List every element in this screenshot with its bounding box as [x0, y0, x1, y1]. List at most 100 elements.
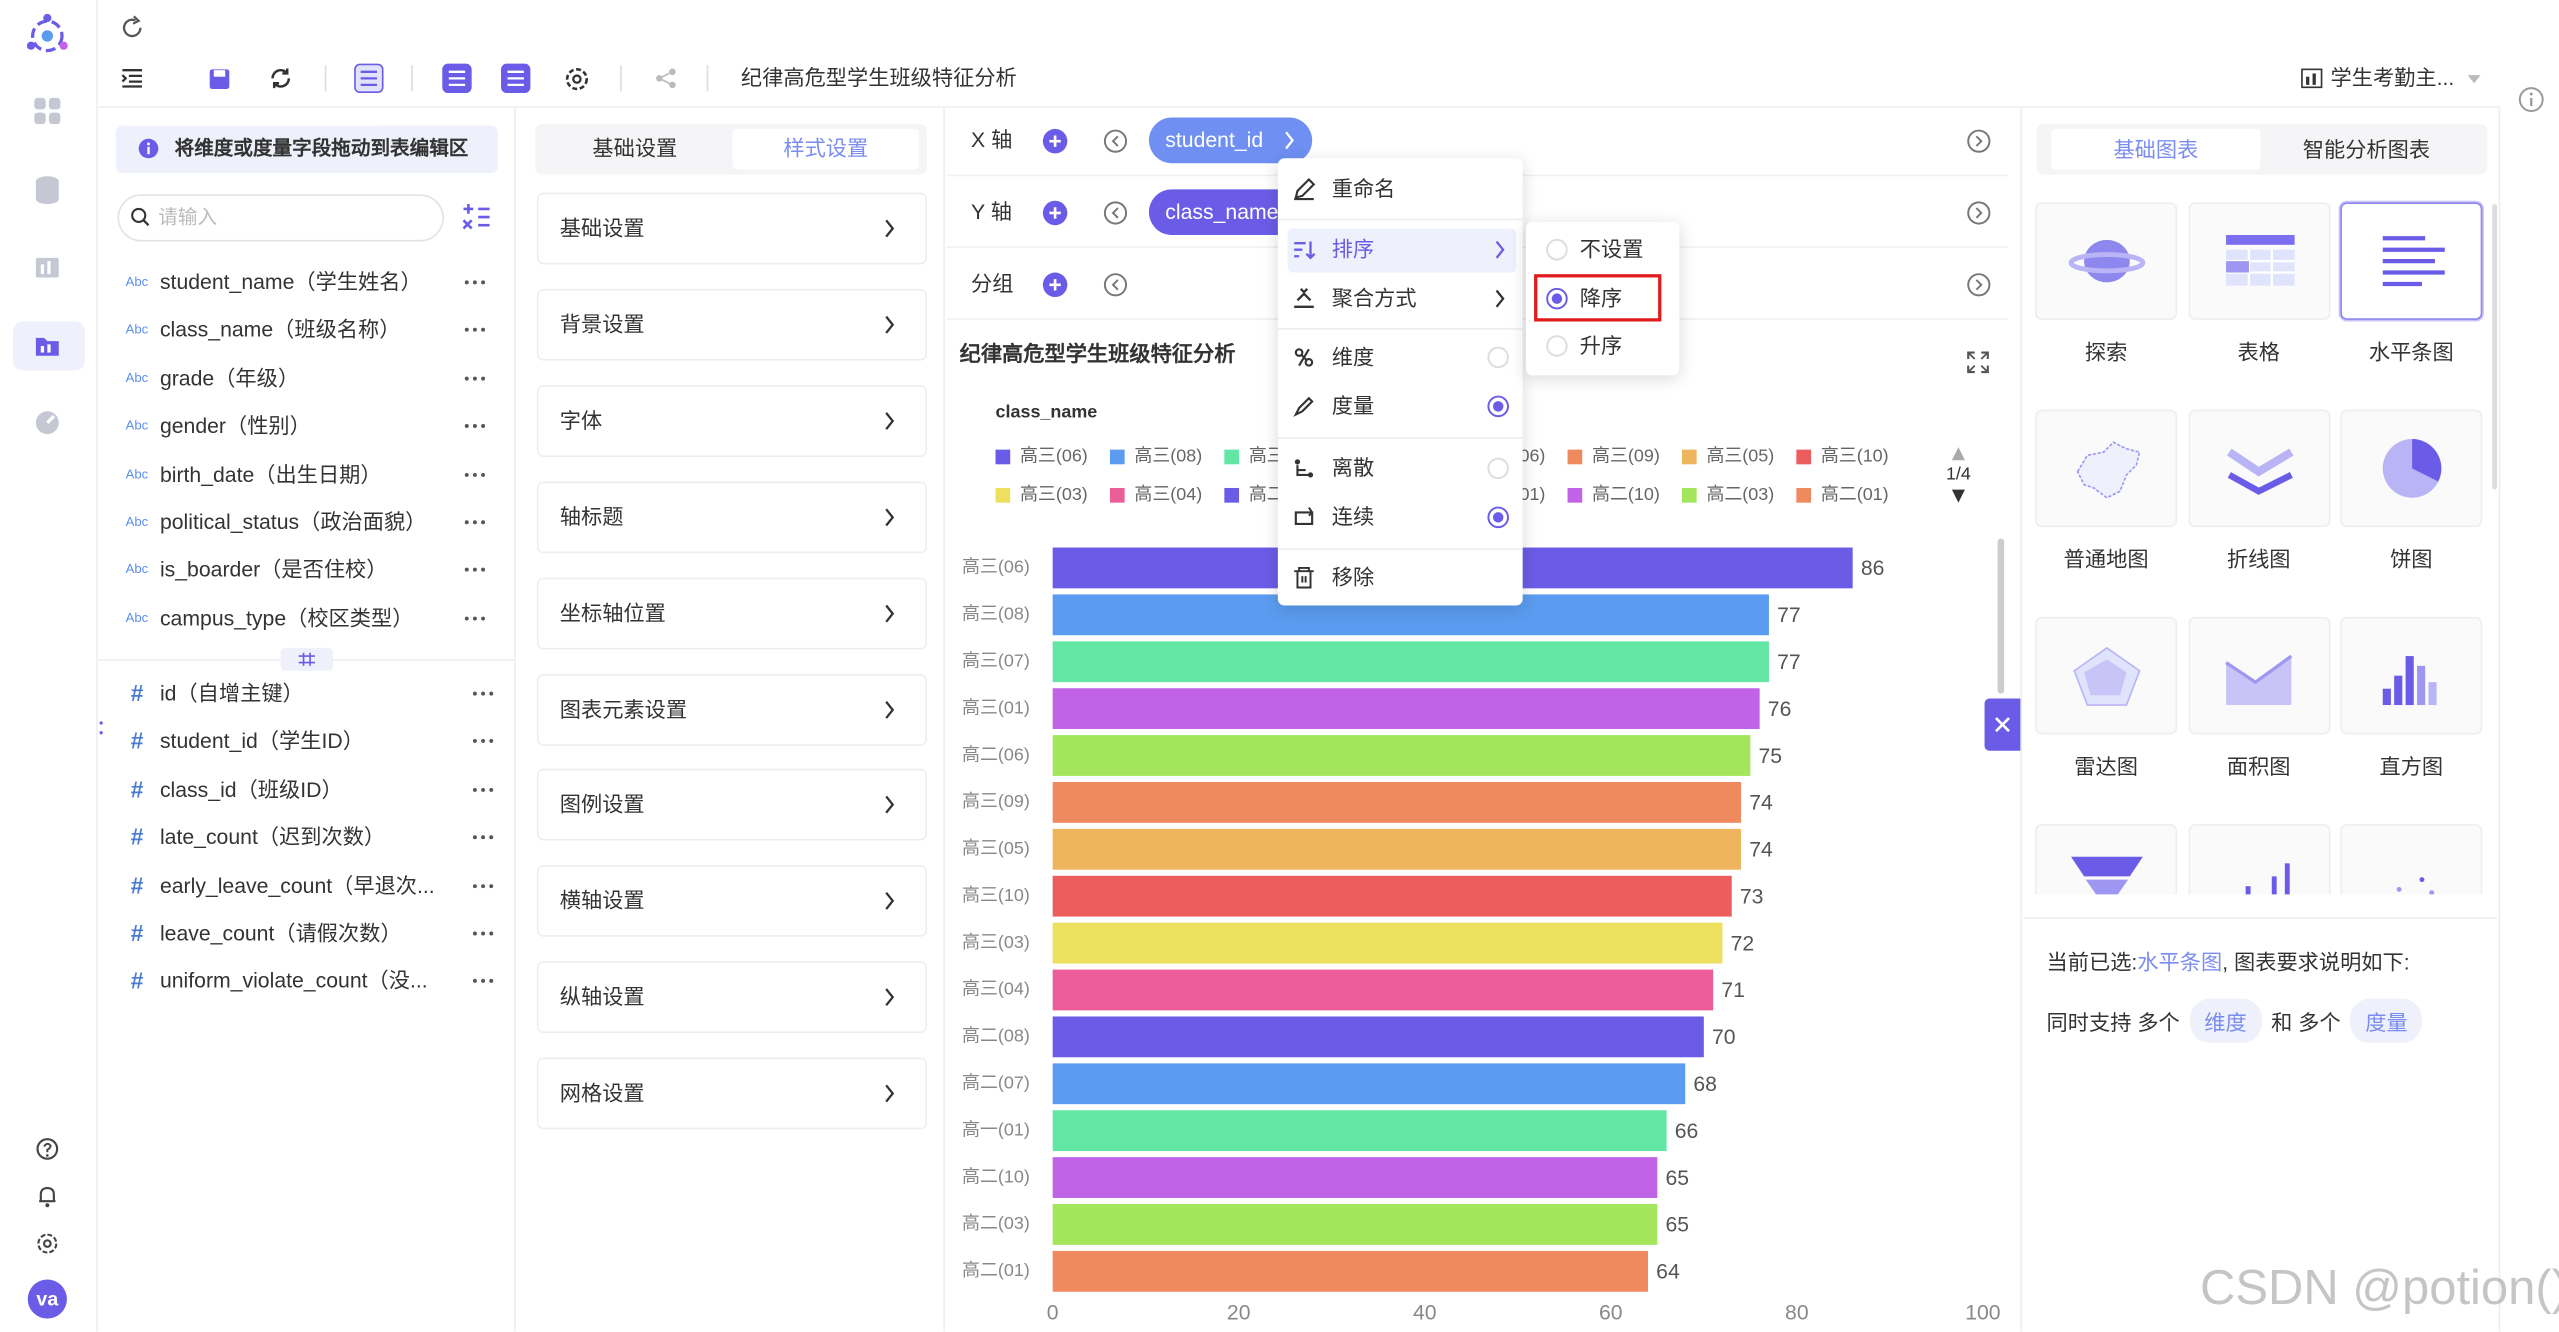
sort-option[interactable]: 升序 [1579, 333, 1623, 358]
measure-field[interactable]: uniform_violate_count（没... [159, 968, 428, 994]
dimension-field[interactable]: gender（性别） [159, 413, 311, 439]
fields-panel [98, 107, 516, 1332]
menu-item[interactable]: 移除 [1331, 565, 1375, 590]
settings-item[interactable] [536, 673, 927, 746]
chart-type-tile[interactable] [2187, 824, 2330, 895]
icon-shape [464, 424, 469, 429]
description-line: 当前已选: 水平条图, 图表要求说明如下: [2047, 943, 2488, 976]
dimension-field[interactable]: grade（年级） [159, 365, 300, 391]
icon-shape [2530, 97, 2533, 107]
bar [1052, 828, 1742, 870]
menu-item-icon [1294, 241, 1316, 260]
settings-item[interactable] [536, 288, 927, 361]
icon-shape [472, 280, 477, 285]
chart-type-tile[interactable] [2187, 616, 2330, 735]
chart-type-tile[interactable] [2340, 824, 2483, 895]
bar [1052, 1157, 1658, 1198]
more-icon [464, 568, 486, 573]
highlight-box [1534, 273, 1662, 321]
field-pill[interactable]: student_id [1148, 117, 1313, 164]
requirement-line: 同时支持 多个 维度和 多个 度量 [2047, 997, 2488, 1043]
more-icon [464, 472, 486, 477]
menu-item[interactable]: 维度 [1331, 344, 1375, 370]
y-tick-label: 高二(10) [962, 1166, 1030, 1186]
icon-shape [360, 70, 377, 87]
icon-shape [147, 146, 150, 155]
settings-item[interactable] [536, 769, 927, 842]
measure-field[interactable]: early_leave_count（早退次... [159, 872, 435, 898]
context-menu: 重命名排序聚合方式维度度量离散连续移除 [1277, 158, 1523, 606]
settings-item[interactable] [536, 1057, 927, 1130]
menu-item[interactable]: 排序 [1331, 236, 1375, 262]
icon-shape [131, 207, 147, 224]
icon-shape [571, 73, 581, 84]
icon-shape [1293, 396, 1314, 417]
chart-type-label: 饼图 [2390, 547, 2433, 572]
active-tab-bg [732, 128, 919, 170]
chevron-icon [885, 796, 895, 815]
settings-item[interactable] [536, 961, 927, 1034]
menu-item[interactable]: 度量 [1331, 393, 1375, 419]
settings-item[interactable] [536, 577, 927, 649]
icon-shape [99, 721, 103, 725]
close-panel-button[interactable] [1984, 698, 2021, 751]
dimension-field[interactable]: student_name（学生姓名） [159, 269, 422, 295]
legend-label: 高三(10) [1821, 446, 1889, 466]
legend-swatch [1567, 487, 1583, 503]
icon-shape [121, 69, 142, 88]
icon-shape [462, 204, 490, 230]
measure-field[interactable]: class_id（班级ID） [159, 776, 343, 802]
dimension-field[interactable]: birth_date（出生日期） [159, 461, 382, 487]
icon-shape [40, 264, 45, 275]
settings-tab[interactable]: 基础设置 [592, 135, 678, 161]
menu-item[interactable]: 聚合方式 [1331, 285, 1417, 311]
icon-shape [885, 892, 895, 911]
icon-shape [2271, 876, 2277, 895]
search-icon [131, 207, 150, 227]
dimension-field[interactable]: class_name（班级名称） [159, 317, 401, 343]
icon-shape [1298, 348, 1310, 367]
measure-field[interactable]: leave_count（请假次数） [159, 920, 402, 946]
dimension-field[interactable]: is_boarder（是否住校） [159, 557, 388, 582]
icon-shape [39, 1187, 56, 1203]
menu-item[interactable]: 重命名 [1331, 176, 1396, 202]
settings-item[interactable] [536, 192, 927, 265]
field-type-tag: Abc [125, 274, 149, 290]
sort-option[interactable]: 不设置 [1579, 236, 1644, 262]
icon-shape [1294, 511, 1314, 525]
icon-shape [2381, 688, 2391, 706]
icon-shape [464, 328, 469, 333]
y-tick-label: 高二(03) [962, 1213, 1030, 1233]
more-icon [472, 739, 494, 744]
settings-item-label: 轴标题 [559, 504, 624, 529]
description-text[interactable]: 水平条图 [2137, 949, 2223, 974]
settings-item[interactable] [536, 865, 927, 938]
chart-type-tab[interactable]: 基础图表 [2113, 137, 2199, 162]
chart-type-icon [2395, 877, 2434, 895]
menu-divider [1277, 437, 1523, 440]
menu-item-icon [1294, 288, 1314, 308]
icon-shape [2226, 249, 2295, 286]
settings-item[interactable] [536, 480, 927, 553]
settings-item[interactable] [536, 384, 927, 457]
menu-item[interactable]: 离散 [1331, 455, 1375, 481]
legend-swatch [1681, 449, 1697, 465]
icon-shape [2311, 73, 2316, 85]
dimension-field[interactable]: campus_type（校区类型） [159, 605, 414, 630]
dimension-field[interactable]: political_status（政治面貌） [159, 509, 427, 535]
measure-field[interactable]: id（自增主键） [159, 680, 304, 706]
chart-type-tab[interactable]: 智能分析图表 [2302, 137, 2431, 162]
menu-item[interactable]: 连续 [1331, 504, 1375, 530]
sort-option[interactable]: 降序 [1579, 285, 1623, 310]
icon-shape [26, 41, 36, 50]
settings-item-label: 横轴设置 [559, 888, 645, 914]
bar [1052, 922, 1723, 964]
icon-shape [43, 1239, 52, 1248]
icon-shape [1974, 134, 1982, 146]
icon-shape [472, 835, 477, 840]
settings-tab[interactable]: 样式设置 [783, 135, 869, 161]
icon-shape [489, 883, 494, 888]
measure-field[interactable]: student_id（学生ID） [159, 728, 364, 754]
measure-field[interactable]: late_count（迟到次数） [159, 824, 386, 850]
icon-shape [2518, 87, 2544, 112]
